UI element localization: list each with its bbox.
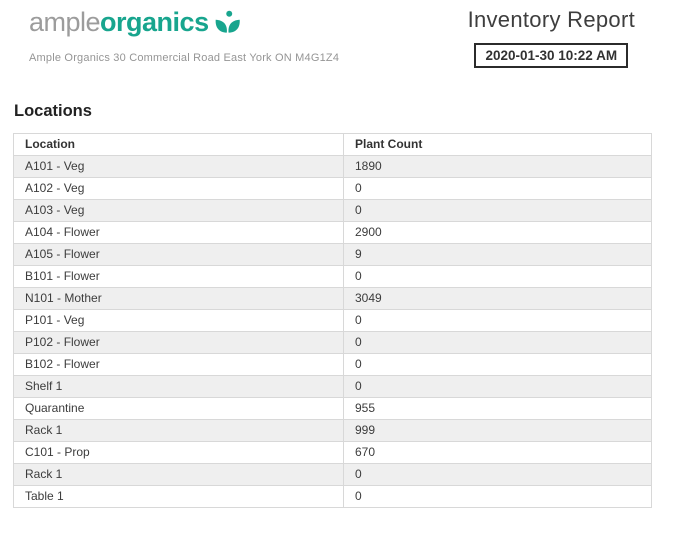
plant-count-cell: 0 xyxy=(343,353,652,376)
company-address: Ample Organics 30 Commercial Road East Y… xyxy=(29,52,340,64)
table-header-row: Location Plant Count xyxy=(13,133,652,156)
location-cell: A105 - Flower xyxy=(13,243,344,266)
table-row: B101 - Flower 0 xyxy=(13,265,652,288)
plant-count-cell: 0 xyxy=(343,265,652,288)
table-row: P102 - Flower 0 xyxy=(13,331,652,354)
brand-block: ampleorganics Ample Organics 30 Commerci… xyxy=(29,8,339,64)
locations-table: Location Plant Count A101 - Veg 1890 A10… xyxy=(13,133,652,508)
location-cell: C101 - Prop xyxy=(13,441,344,464)
table-row: C101 - Prop 670 xyxy=(13,441,652,464)
column-header-location: Location xyxy=(13,133,344,156)
location-cell: B102 - Flower xyxy=(13,353,344,376)
location-cell: A104 - Flower xyxy=(13,221,344,244)
plant-count-cell: 999 xyxy=(343,419,652,442)
location-cell: Rack 1 xyxy=(13,463,344,486)
table-row: B102 - Flower 0 xyxy=(13,353,652,376)
logo-text-organics: organics xyxy=(100,7,209,37)
column-header-plant-count: Plant Count xyxy=(343,133,652,156)
table-row: A103 - Veg 0 xyxy=(13,199,652,222)
plant-count-cell: 0 xyxy=(343,309,652,332)
plant-count-cell: 2900 xyxy=(343,221,652,244)
table-row: Shelf 1 0 xyxy=(13,375,652,398)
table-row: Table 1 0 xyxy=(13,485,652,508)
leaf-heart-icon xyxy=(215,10,240,33)
plant-count-cell: 670 xyxy=(343,441,652,464)
locations-table-head: Location Plant Count xyxy=(13,133,652,156)
location-cell: P102 - Flower xyxy=(13,331,344,354)
table-row: A102 - Veg 0 xyxy=(13,177,652,200)
report-datetime-badge: 2020-01-30 10:22 AM xyxy=(474,43,629,68)
location-cell: A102 - Veg xyxy=(13,177,344,200)
table-row: Rack 1 999 xyxy=(13,419,652,442)
plant-count-cell: 9 xyxy=(343,243,652,266)
plant-count-cell: 0 xyxy=(343,485,652,508)
plant-count-cell: 0 xyxy=(343,199,652,222)
plant-count-cell: 3049 xyxy=(343,287,652,310)
plant-count-cell: 0 xyxy=(343,375,652,398)
location-cell: Shelf 1 xyxy=(13,375,344,398)
logo-text-ample: ample xyxy=(29,7,101,37)
plant-count-cell: 0 xyxy=(343,177,652,200)
ample-organics-logo: ampleorganics xyxy=(29,8,339,36)
location-cell: Table 1 xyxy=(13,485,344,508)
location-cell: Rack 1 xyxy=(13,419,344,442)
report-meta-block: Inventory Report 2020-01-30 10:22 AM xyxy=(468,7,635,68)
table-row: A104 - Flower 2900 xyxy=(13,221,652,244)
plant-count-cell: 955 xyxy=(343,397,652,420)
location-cell: P101 - Veg xyxy=(13,309,344,332)
table-row: Quarantine 955 xyxy=(13,397,652,420)
section-title-locations: Locations xyxy=(14,102,92,120)
locations-table-body: A101 - Veg 1890 A102 - Veg 0 A103 - Veg … xyxy=(13,155,652,508)
table-row: N101 - Mother 3049 xyxy=(13,287,652,310)
location-cell: Quarantine xyxy=(13,397,344,420)
table-row: A101 - Veg 1890 xyxy=(13,155,652,178)
table-row: A105 - Flower 9 xyxy=(13,243,652,266)
location-cell: A103 - Veg xyxy=(13,199,344,222)
table-row: P101 - Veg 0 xyxy=(13,309,652,332)
plant-count-cell: 0 xyxy=(343,463,652,486)
report-title: Inventory Report xyxy=(467,7,635,32)
location-cell: A101 - Veg xyxy=(13,155,344,178)
plant-count-cell: 1890 xyxy=(343,155,652,178)
plant-count-cell: 0 xyxy=(343,331,652,354)
location-cell: N101 - Mother xyxy=(13,287,344,310)
table-row: Rack 1 0 xyxy=(13,463,652,486)
location-cell: B101 - Flower xyxy=(13,265,344,288)
